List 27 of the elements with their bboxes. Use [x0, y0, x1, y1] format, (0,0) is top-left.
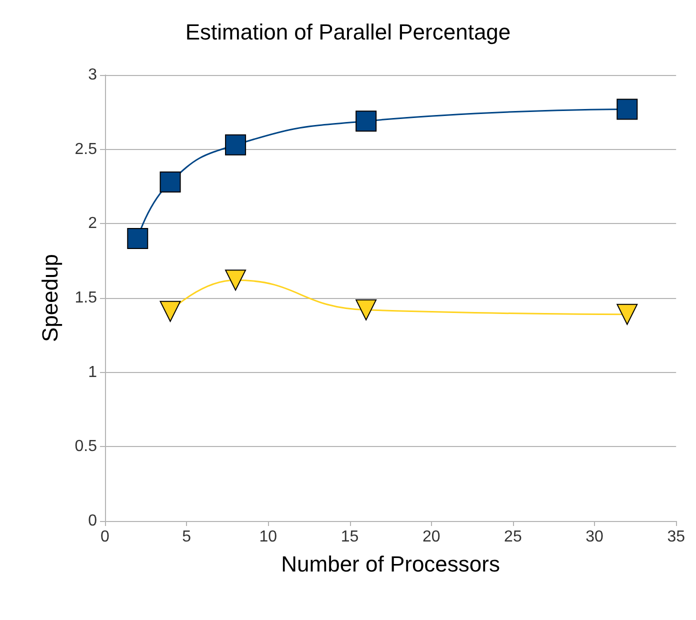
- point: [127, 228, 148, 250]
- y-tick-label: 1: [88, 364, 98, 381]
- y-tick-label: 2.5: [74, 140, 98, 158]
- x-tick-label: 0: [100, 528, 110, 546]
- y-tick-label: 3: [88, 66, 98, 84]
- point: [160, 300, 181, 322]
- y-tick-label: 2: [88, 215, 98, 232]
- y-tick-label: 0.5: [74, 438, 98, 456]
- x-tick-label: 5: [182, 528, 192, 546]
- point: [225, 270, 246, 291]
- y-tick-label: 1.5: [74, 290, 98, 306]
- point: [225, 134, 246, 156]
- point: [356, 110, 377, 132]
- x-tick-label: 20: [422, 528, 440, 546]
- x-tick-label: 15: [340, 528, 359, 546]
- point: [160, 172, 181, 193]
- x-tick-label: 10: [259, 528, 278, 546]
- chart-title: Estimation of Parallel Percentage: [185, 20, 511, 44]
- x-tick-label: 25: [504, 528, 522, 546]
- point: [616, 98, 638, 120]
- y-tick-label: 0: [88, 512, 98, 530]
- x-axis-title: Number of Processors: [281, 552, 500, 576]
- x-tick-label: 35: [667, 528, 686, 546]
- point: [616, 304, 638, 325]
- y-axis-title: Speedup: [38, 254, 62, 342]
- point: [356, 299, 377, 320]
- x-tick-label: 30: [586, 528, 604, 546]
